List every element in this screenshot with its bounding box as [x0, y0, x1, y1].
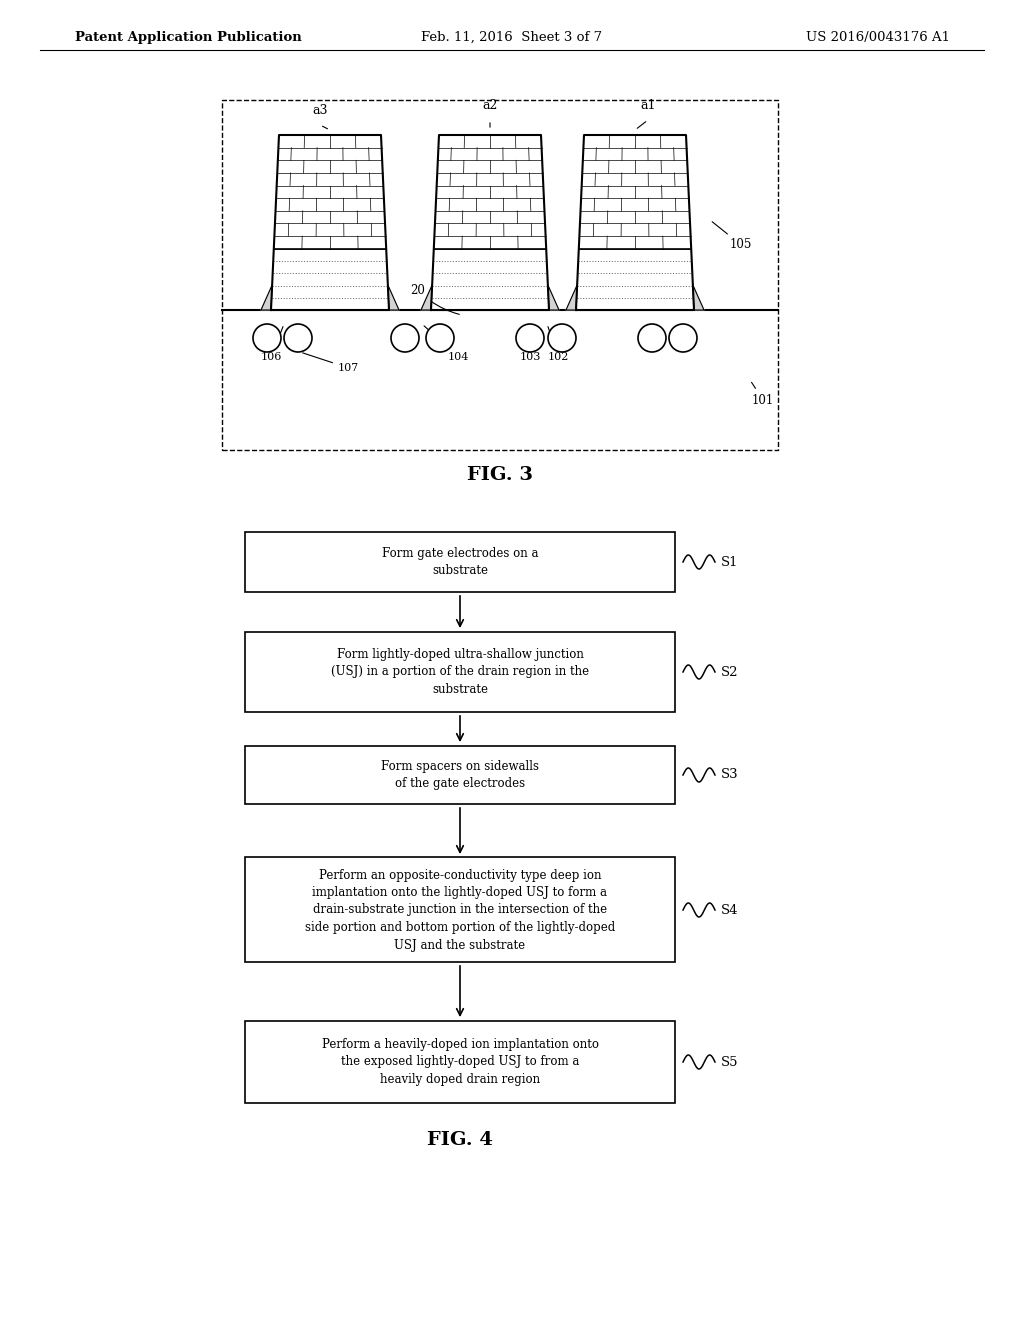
Polygon shape — [261, 285, 272, 310]
Circle shape — [253, 323, 281, 352]
Bar — [222, 100, 778, 450]
Bar — [245, 632, 675, 711]
Circle shape — [391, 323, 419, 352]
Text: 102: 102 — [548, 326, 569, 362]
Text: a3: a3 — [312, 104, 328, 117]
Text: S1: S1 — [721, 556, 738, 569]
Text: 10: 10 — [648, 341, 663, 350]
Text: Form lightly-doped ultra-shallow junction
(USJ) in a portion of the drain region: Form lightly-doped ultra-shallow junctio… — [331, 648, 589, 696]
Text: Perform an opposite-conductivity type deep ion
implantation onto the lightly-dop: Perform an opposite-conductivity type de… — [305, 869, 615, 952]
Polygon shape — [388, 285, 399, 310]
Text: 105: 105 — [712, 222, 753, 252]
Text: S4: S4 — [721, 903, 738, 916]
Text: US 2016/0043176 A1: US 2016/0043176 A1 — [806, 30, 950, 44]
Text: Form gate electrodes on a
substrate: Form gate electrodes on a substrate — [382, 546, 539, 577]
Polygon shape — [548, 285, 559, 310]
Text: Patent Application Publication: Patent Application Publication — [75, 30, 302, 44]
Polygon shape — [271, 135, 389, 310]
Bar — [245, 532, 675, 591]
Text: Perform a heavily-doped ion implantation onto
the exposed lightly-doped USJ to f: Perform a heavily-doped ion implantation… — [322, 1038, 598, 1086]
Polygon shape — [421, 285, 432, 310]
Circle shape — [669, 323, 697, 352]
Text: 107: 107 — [303, 352, 359, 374]
Text: 20: 20 — [411, 284, 460, 314]
Text: 104: 104 — [424, 326, 469, 362]
Circle shape — [638, 323, 666, 352]
Bar — [245, 1020, 675, 1104]
Text: 101: 101 — [752, 383, 774, 407]
Polygon shape — [566, 285, 578, 310]
Text: FIG. 4: FIG. 4 — [427, 1131, 493, 1148]
Circle shape — [426, 323, 454, 352]
Text: 103: 103 — [520, 327, 542, 362]
Text: a2: a2 — [482, 99, 498, 112]
Polygon shape — [431, 135, 549, 310]
Text: S5: S5 — [721, 1056, 738, 1068]
Text: 106: 106 — [261, 326, 283, 362]
Circle shape — [284, 323, 312, 352]
Circle shape — [516, 323, 544, 352]
Text: a1: a1 — [640, 99, 655, 112]
Text: S3: S3 — [721, 768, 738, 781]
Circle shape — [548, 323, 575, 352]
Text: FIG. 3: FIG. 3 — [467, 466, 534, 484]
Text: Feb. 11, 2016  Sheet 3 of 7: Feb. 11, 2016 Sheet 3 of 7 — [422, 30, 602, 44]
Polygon shape — [693, 285, 705, 310]
Text: Form spacers on sidewalls
of the gate electrodes: Form spacers on sidewalls of the gate el… — [381, 760, 539, 791]
Bar — [245, 746, 675, 804]
Bar — [245, 857, 675, 962]
Text: S2: S2 — [721, 665, 738, 678]
Polygon shape — [575, 135, 694, 310]
